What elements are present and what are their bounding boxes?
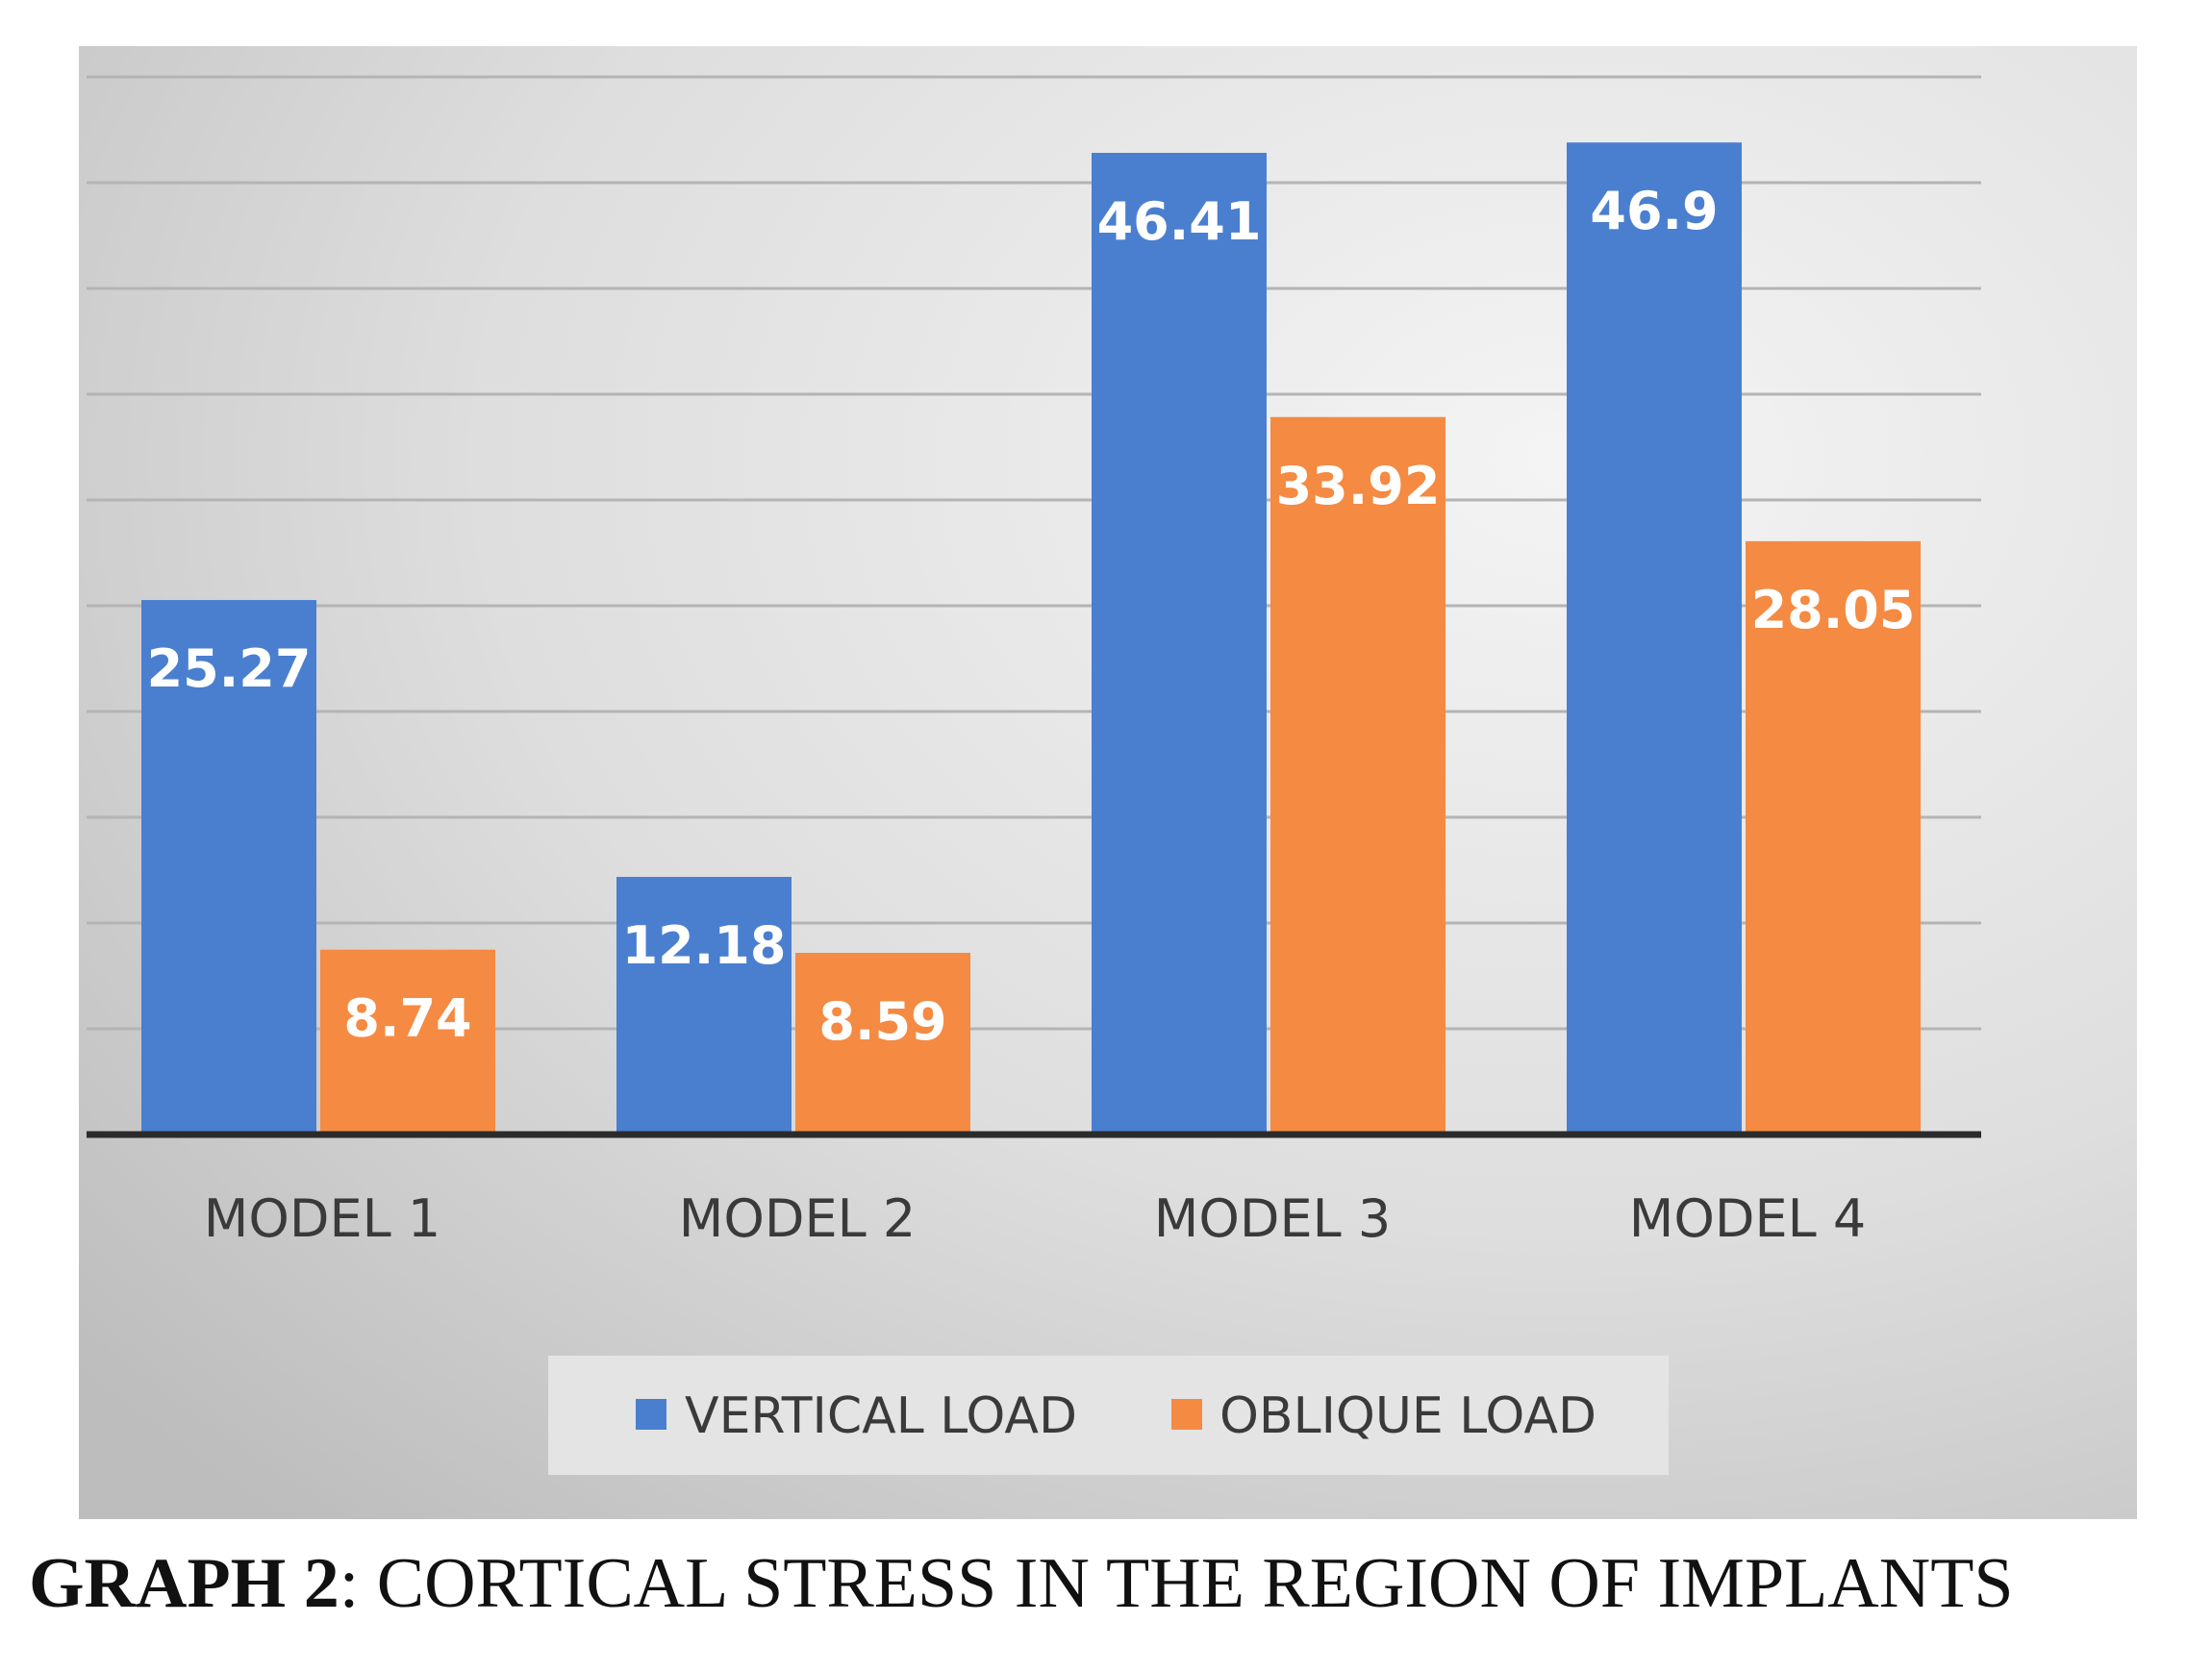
bars bbox=[141, 142, 1921, 1135]
data-label: 46.41 bbox=[1097, 191, 1262, 252]
bar-oblique-3 bbox=[1270, 416, 1445, 1135]
legend: VERTICAL LOAD OBLIQUE LOAD bbox=[548, 1356, 1669, 1475]
bar-vertical-4 bbox=[1567, 142, 1742, 1135]
bar-oblique-2 bbox=[795, 953, 970, 1135]
bar-vertical-1 bbox=[141, 600, 316, 1135]
bar-oblique-1 bbox=[320, 949, 495, 1135]
bar-vertical-3 bbox=[1092, 152, 1267, 1135]
legend-box bbox=[548, 1356, 1669, 1475]
caption-lead: GRAPH 2 bbox=[29, 1544, 339, 1623]
figure-caption: GRAPH 2: CORTICAL STRESS IN THE REGION O… bbox=[29, 1548, 2202, 1619]
legend-label: VERTICAL LOAD bbox=[685, 1387, 1077, 1445]
data-label: 8.59 bbox=[818, 991, 946, 1052]
data-label: 25.27 bbox=[147, 638, 312, 699]
x-tick-label: MODEL 1 bbox=[204, 1188, 440, 1249]
bar-oblique-4 bbox=[1746, 540, 1921, 1135]
data-label: 12.18 bbox=[622, 915, 787, 976]
data-label: 8.74 bbox=[343, 988, 471, 1049]
legend-swatch bbox=[636, 1399, 666, 1430]
data-label: 33.92 bbox=[1276, 456, 1441, 516]
bar-vertical-2 bbox=[616, 877, 792, 1135]
data-labels: 25.27 8.74 12.18 8.59 46.41 33.92 46.9 28.05 bbox=[147, 181, 1916, 1052]
x-tick-label: MODEL 2 bbox=[679, 1188, 916, 1249]
data-label: 46.9 bbox=[1590, 181, 1718, 241]
caption-text: : CORTICAL STRESS IN THE REGION OF IMPLA… bbox=[339, 1544, 2014, 1623]
x-tick-label: MODEL 4 bbox=[1629, 1188, 1866, 1249]
x-tick-labels: MODEL 1 MODEL 2 MODEL 3 MODEL 4 bbox=[204, 1188, 1866, 1249]
bar-chart: 25.27 8.74 12.18 8.59 46.41 33.92 46.9 28.05 MO… bbox=[79, 46, 2137, 1519]
x-tick-label: MODEL 3 bbox=[1154, 1188, 1391, 1249]
data-label: 28.05 bbox=[1751, 580, 1916, 640]
legend-label: OBLIQUE LOAD bbox=[1219, 1387, 1596, 1445]
legend-swatch bbox=[1171, 1399, 1202, 1430]
